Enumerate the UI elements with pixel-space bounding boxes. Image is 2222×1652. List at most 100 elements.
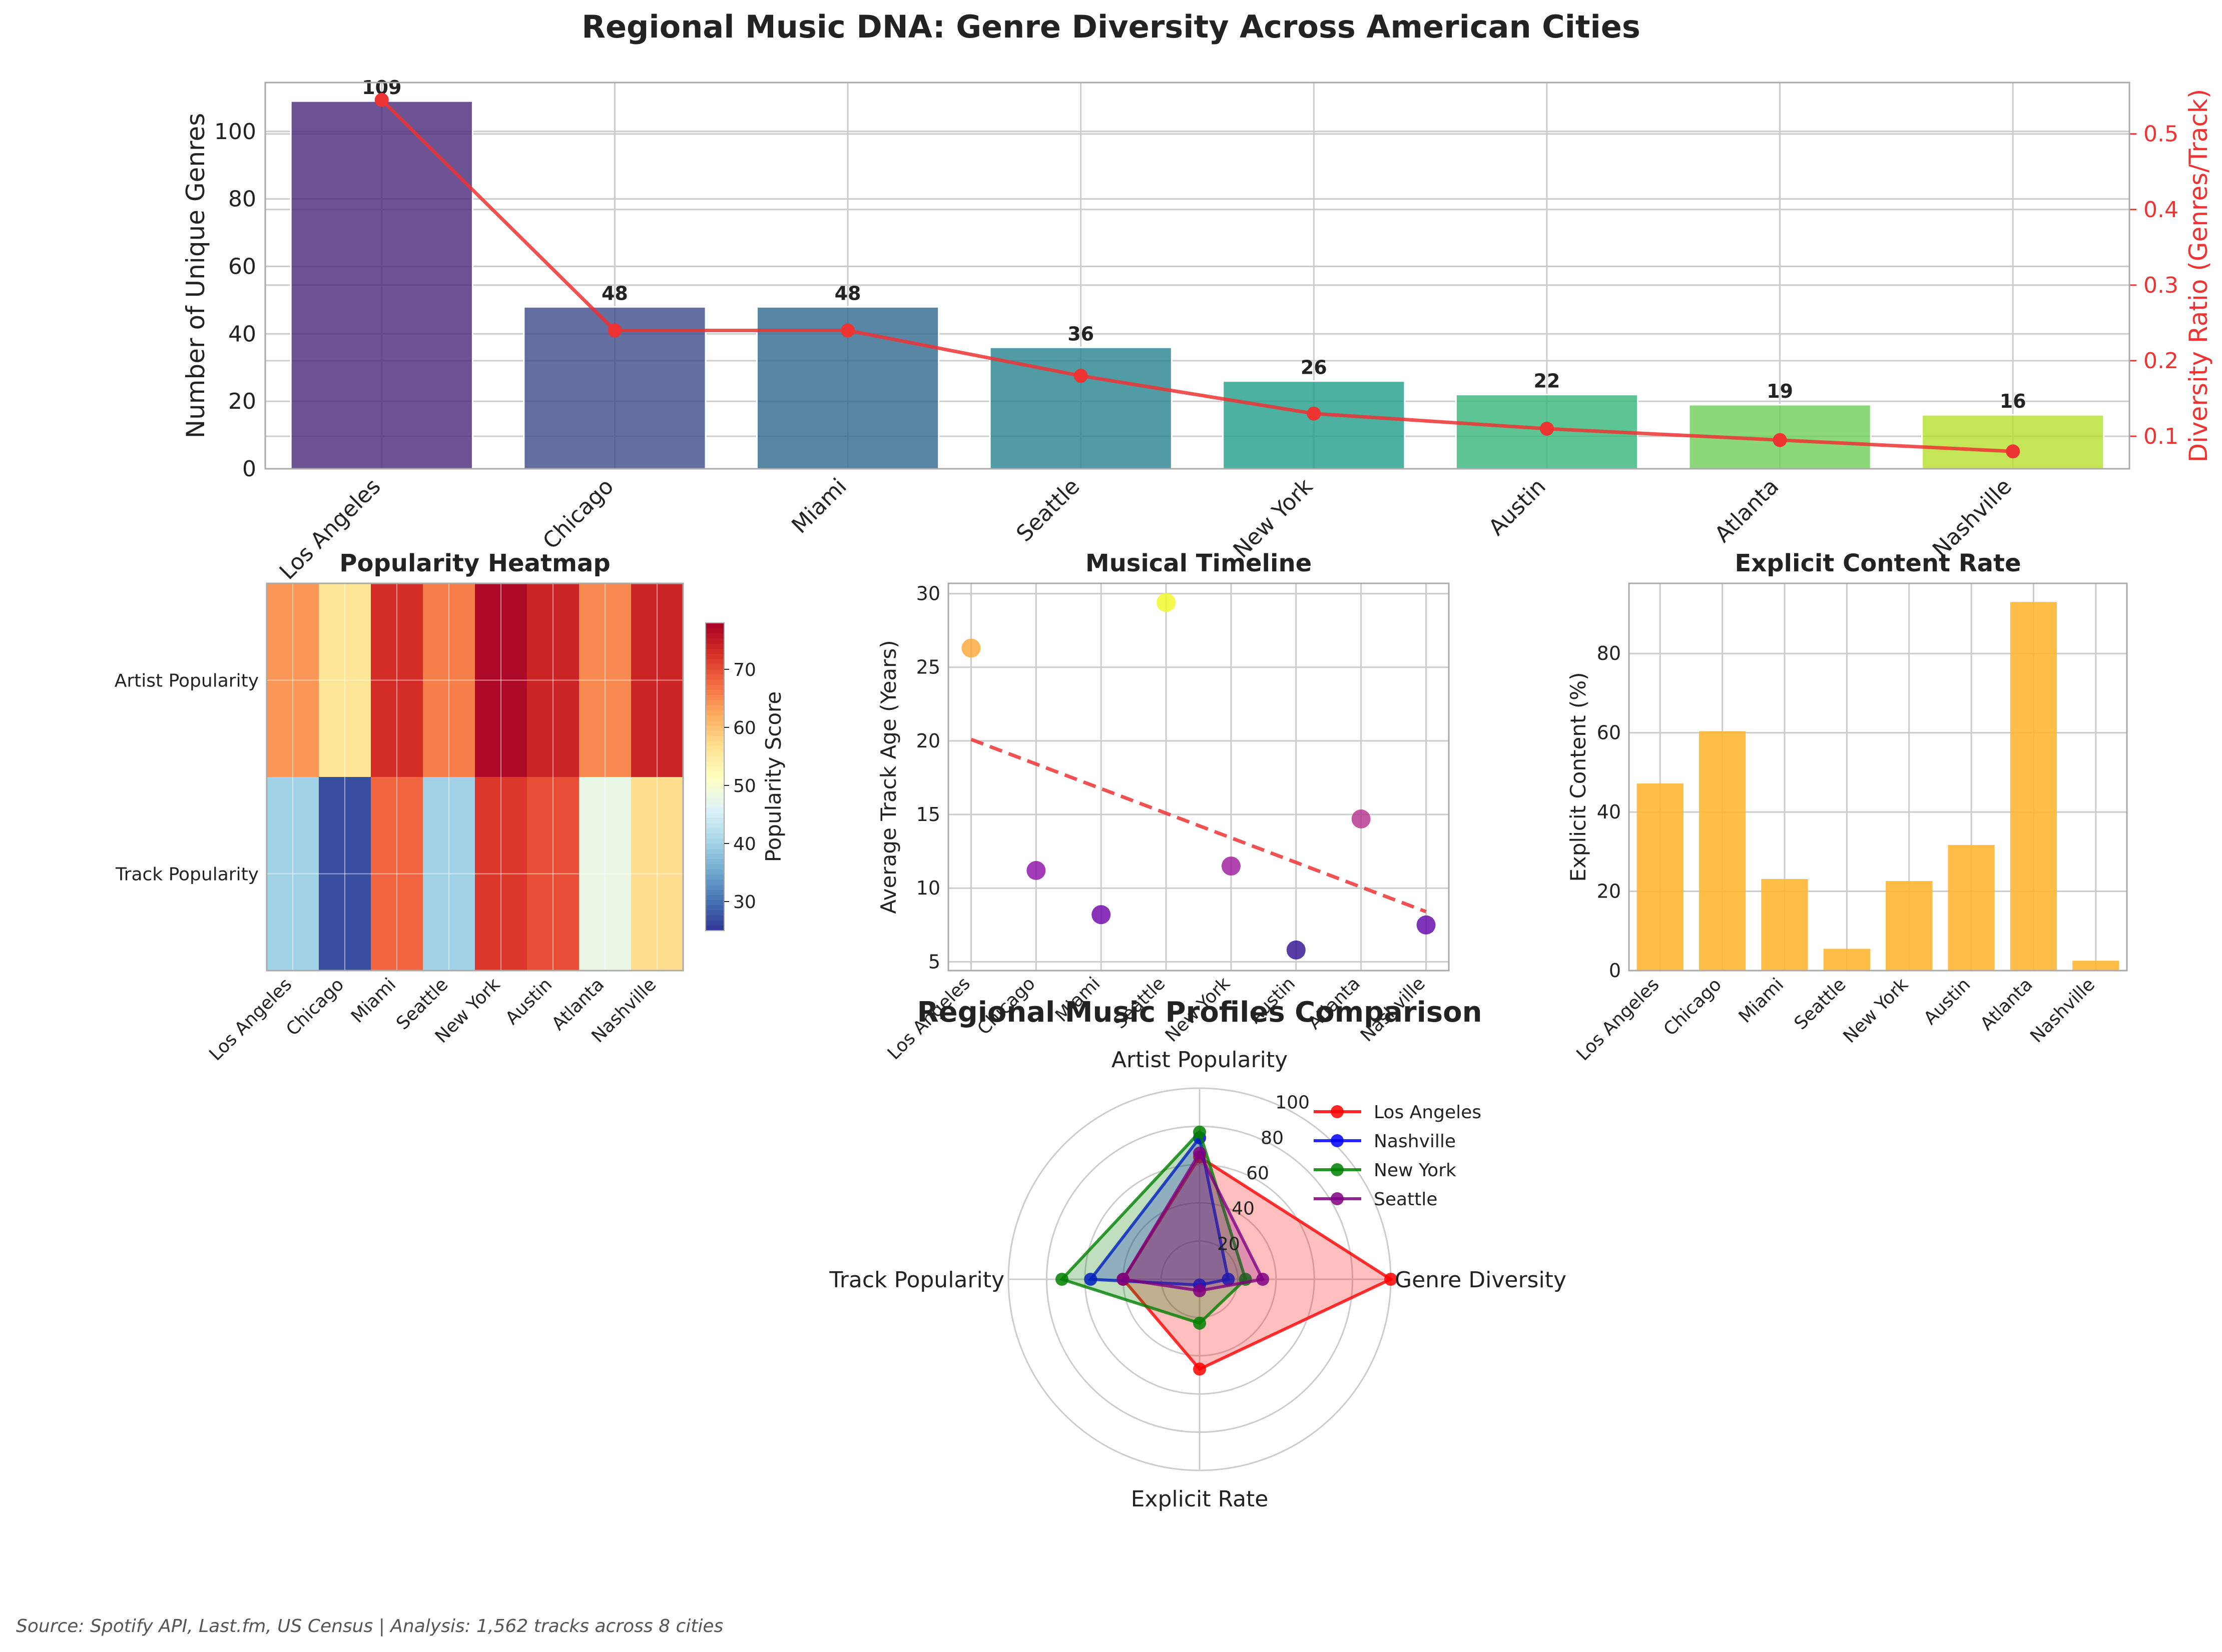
colorbar-segment (706, 628, 724, 634)
timeline-point (1157, 593, 1176, 612)
colorbar-segment (706, 910, 724, 916)
bar-value-label: 48 (835, 282, 861, 304)
source-note: Source: Spotify API, Last.fm, US Census … (16, 1616, 723, 1636)
colorbar-segment (706, 761, 724, 767)
figure-title: Regional Music DNA: Genre Diversity Acro… (582, 9, 1640, 45)
genre-bar (290, 100, 473, 470)
timeline-point (961, 638, 981, 658)
timeline-point (1286, 940, 1306, 960)
colorbar-segment (706, 843, 724, 849)
colorbar-segment (706, 648, 724, 654)
y-tick-label: 15 (916, 803, 940, 825)
radar-axis-label: Explicit Rate (1131, 1486, 1269, 1512)
colorbar-segment (706, 890, 724, 895)
colorbar-segment (706, 905, 724, 911)
y-axis-label: Average Track Age (Years) (876, 640, 901, 914)
timeline-point (1351, 809, 1371, 829)
diversity-ratio-point (608, 323, 622, 338)
colorbar-tick-label: 30 (733, 892, 756, 913)
colorbar-segment (706, 623, 724, 628)
radar-series-point (1222, 1273, 1235, 1286)
colorbar-segment (706, 751, 724, 757)
explicit-bar (2072, 961, 2119, 971)
radar-title: Regional Music Profiles Comparison (917, 996, 1482, 1029)
y-tick-label: 20 (228, 389, 256, 414)
plot-frame (1628, 582, 2128, 972)
colorbar-segment (706, 828, 724, 834)
colorbar-tick-label: 70 (733, 660, 756, 680)
timeline-point (1221, 857, 1241, 876)
genre-bar (1921, 414, 2105, 470)
explicit-bar (1761, 879, 1808, 971)
diversity-ratio-point (841, 323, 855, 338)
y-tick-label: 80 (228, 187, 256, 212)
y-axis-label: Number of Unique Genres (181, 113, 210, 439)
radar-series-point (1193, 1316, 1206, 1330)
bar-value-label: 22 (1533, 370, 1560, 392)
colorbar-segment (706, 684, 724, 690)
radar-tick-label: 100 (1275, 1093, 1310, 1113)
y-tick-label: 40 (228, 321, 256, 347)
radar-axis-label: Genre Diversity (1395, 1267, 1566, 1293)
diversity-ratio-point (1539, 421, 1554, 436)
plot-frame (264, 82, 2130, 470)
bar-value-label: 26 (1301, 357, 1327, 379)
colorbar-segment (706, 740, 724, 746)
colorbar-segment (706, 900, 724, 906)
colorbar-segment (706, 633, 724, 639)
heatmap-title: Popularity Heatmap (339, 549, 610, 577)
explicit-bar (1948, 845, 1995, 971)
y-tick-label: 80 (1597, 642, 1621, 664)
radar-series-point (1193, 1362, 1206, 1376)
legend-marker (1331, 1134, 1344, 1147)
y2-tick-label: 0.3 (2143, 273, 2178, 298)
radar-axis-label: Artist Popularity (1112, 1047, 1288, 1073)
colorbar-tick-label: 60 (733, 718, 756, 738)
y-axis-label: Explicit Content (%) (1566, 672, 1590, 882)
colorbar-segment (706, 869, 724, 875)
y-tick-label: 0 (242, 456, 256, 482)
timeline-point (1416, 915, 1436, 935)
genre-bar (1222, 380, 1406, 470)
radar-series-point (1384, 1273, 1397, 1286)
colorbar-segment (706, 689, 724, 695)
diversity-ratio-line (380, 99, 2013, 453)
bar-value-label: 16 (2000, 390, 2026, 412)
colorbar-segment (706, 669, 724, 675)
explicit-bar (2010, 602, 2057, 971)
colorbar-segment (706, 920, 724, 926)
colorbar-segment (706, 884, 724, 890)
colorbar-segment (706, 643, 724, 649)
y-tick-label: 5 (928, 951, 940, 973)
legend-marker (1331, 1105, 1344, 1118)
colorbar-segment (706, 674, 724, 680)
legend-marker (1331, 1192, 1344, 1205)
colorbar-segment (706, 679, 724, 685)
legend-marker (1331, 1163, 1344, 1176)
radar-axis-label: Track Popularity (829, 1267, 1004, 1293)
colorbar-segment (706, 638, 724, 644)
radar-series-point (1256, 1273, 1270, 1286)
colorbar-segment (706, 746, 724, 751)
y2-axis-label: Diversity Ratio (Genres/Track) (2184, 89, 2213, 463)
timeline-point (1091, 905, 1111, 925)
trend-line (970, 737, 1427, 914)
y2-tick-label: 0.5 (2143, 122, 2178, 147)
colorbar-tick-label: 40 (733, 834, 756, 855)
radar-series-point (1117, 1273, 1130, 1286)
radar-series-point (1193, 1284, 1206, 1297)
colorbar-segment (706, 859, 724, 865)
explicit-bar (1636, 783, 1684, 971)
colorbar-segment (706, 854, 724, 860)
colorbar-segment (706, 792, 724, 798)
y-tick-label: 25 (916, 656, 940, 678)
diversity-ratio-point (1073, 369, 1088, 383)
y-tick-label: 20 (1597, 881, 1621, 903)
colorbar-segment (706, 658, 724, 664)
colorbar-segment (706, 776, 724, 782)
radar-series-point (1193, 1125, 1206, 1139)
plot-frame (947, 582, 1450, 972)
heatmap-row-label: Track Popularity (115, 865, 259, 885)
radar-comparison-panel: 20 40 60 80 100 Artist Popularity Genre Divers… (829, 996, 1566, 1512)
